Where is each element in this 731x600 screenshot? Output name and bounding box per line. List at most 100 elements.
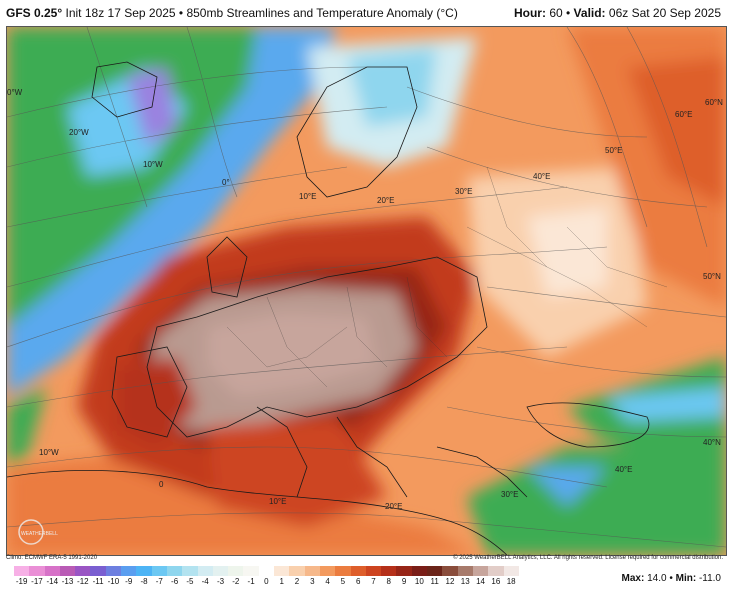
- legend-swatch: [105, 566, 122, 576]
- lon-label: 40°E: [615, 465, 632, 474]
- run-info: Init 18z 17 Sep 2025 • 850mb Streamlines…: [65, 6, 458, 20]
- legend-swatch: [59, 566, 76, 576]
- legend-tick: -11: [92, 577, 104, 586]
- copyright-notice: © 2025 WeatherBELL Analytics, LLC. All r…: [453, 555, 723, 561]
- legend-tick: -19: [15, 577, 28, 586]
- max-min-readout: Max: 14.0 • Min: -11.0: [621, 573, 722, 584]
- legend-swatch: [274, 566, 290, 576]
- legend-tick: 7: [371, 577, 376, 586]
- legend-swatch: [212, 566, 229, 576]
- min-value: -11.0: [698, 573, 721, 584]
- streamlines: [7, 27, 726, 548]
- legend-swatch: [396, 566, 412, 576]
- legend-tick: -4: [201, 577, 209, 586]
- legend-tick: -8: [140, 577, 148, 586]
- legend-tick: 13: [460, 577, 470, 586]
- legend-tick: 6: [355, 577, 361, 586]
- legend-tick: -9: [125, 577, 133, 586]
- legend-tick: -12: [77, 577, 89, 586]
- legend-swatch: [304, 566, 320, 576]
- legend-tick: 4: [325, 577, 330, 586]
- model-name: GFS 0.25°: [6, 6, 63, 20]
- legend-tick: 14: [476, 577, 485, 586]
- legend-swatch: [14, 566, 30, 576]
- legend-tick: 9: [401, 577, 407, 586]
- logo-text: WEATHERBELL: [21, 531, 58, 537]
- chart-title: GFS 0.25° Init 18z 17 Sep 2025 • 850mb S…: [6, 6, 458, 20]
- lon-label: 10°E: [269, 497, 286, 506]
- legend-tick: 12: [445, 577, 455, 586]
- legend-tick: -10: [107, 577, 120, 586]
- legend-swatch: [457, 566, 473, 576]
- legend-ticks: -19 -17 -14 -13 -12 -11 -10 -9 -8 -7 -6 -5 -4 -3 -2 -1 0…: [14, 577, 519, 589]
- lat-label: 50°N: [703, 272, 721, 281]
- legend-tick: 3: [310, 577, 315, 586]
- map-canvas: 20°W 10°W 0° 10°E 20°E 30°E 40°E 50°E 60…: [7, 27, 726, 555]
- hour-value: 60: [549, 6, 563, 20]
- lon-label: 10°W: [143, 160, 163, 169]
- lon-label: 40°E: [533, 172, 550, 181]
- graticule-labels: 20°W 10°W 0° 10°E 20°E 30°E 40°E 50°E 60…: [7, 88, 723, 511]
- lon-label: 20°W: [69, 128, 89, 137]
- legend-swatch: [411, 566, 428, 576]
- legend-tick: 18: [506, 577, 516, 586]
- legend-swatch: [335, 566, 351, 576]
- legend-swatch: [121, 566, 137, 576]
- climo-credit: Climo: ECMWF ERA-5 1991-2020: [6, 555, 98, 561]
- legend-swatch: [166, 566, 183, 576]
- legend-swatch: [427, 566, 443, 576]
- max-value: 14.0: [647, 573, 667, 584]
- legend-tick: 16: [491, 577, 501, 586]
- lon-label: 30°E: [455, 187, 472, 196]
- legend-swatch: [44, 566, 60, 576]
- legend-tick: 5: [340, 577, 346, 586]
- legend-tick: 8: [386, 577, 391, 586]
- hour-label: Hour:: [513, 6, 546, 20]
- valid-value: 06z Sat 20 Sep 2025: [608, 6, 721, 20]
- lon-label: 0: [159, 480, 164, 489]
- legend-tick: -6: [171, 577, 179, 586]
- legend-swatch: [75, 566, 91, 576]
- max-label: Max:: [621, 573, 645, 584]
- lon-label: 0°: [222, 178, 230, 187]
- legend-swatch: [289, 566, 305, 576]
- lon-label: 50°E: [605, 146, 622, 155]
- legend-swatch: [503, 566, 519, 576]
- legend-tick: -3: [216, 577, 225, 586]
- legend-tick: 11: [430, 577, 439, 586]
- lon-label: 10°E: [299, 192, 316, 201]
- legend-tick: -1: [247, 577, 255, 586]
- min-label: Min:: [675, 573, 697, 584]
- legend-swatch: [182, 566, 198, 576]
- legend-swatch: [197, 566, 213, 576]
- legend-tick: 10: [414, 577, 424, 586]
- lon-label: 30°E: [501, 490, 518, 499]
- anomaly-map: 20°W 10°W 0° 10°E 20°E 30°E 40°E 50°E 60…: [6, 26, 727, 556]
- legend-swatch: [350, 566, 366, 576]
- legend-tick: -5: [186, 577, 194, 586]
- valid-label: Valid:: [573, 6, 606, 20]
- legend-swatch: [488, 566, 504, 576]
- coastlines: [7, 61, 650, 555]
- legend-tick: -7: [155, 577, 163, 586]
- legend-swatch: [243, 566, 259, 576]
- legend-tick: -13: [61, 577, 74, 586]
- color-legend: [14, 566, 519, 576]
- legend-swatch: [136, 566, 152, 576]
- legend-swatch: [381, 566, 397, 576]
- legend-tick: 1: [279, 577, 284, 586]
- lon-label: 60°E: [675, 110, 692, 119]
- legend-swatch: [472, 566, 489, 576]
- legend-swatch: [228, 566, 244, 576]
- legend-swatch: [365, 566, 382, 576]
- lon-label: 10°W: [39, 448, 59, 457]
- legend-swatch: [319, 566, 336, 576]
- header-bar: GFS 0.25° Init 18z 17 Sep 2025 • 850mb S…: [0, 0, 731, 26]
- lat-label: 40°N: [703, 438, 721, 447]
- anomaly-field: [7, 27, 726, 555]
- lat-label: 0°W: [7, 88, 23, 97]
- lat-label: 60°N: [705, 98, 723, 107]
- legend-tick: -17: [31, 577, 43, 586]
- legend-swatch: [90, 566, 106, 576]
- legend-tick: 2: [294, 577, 300, 586]
